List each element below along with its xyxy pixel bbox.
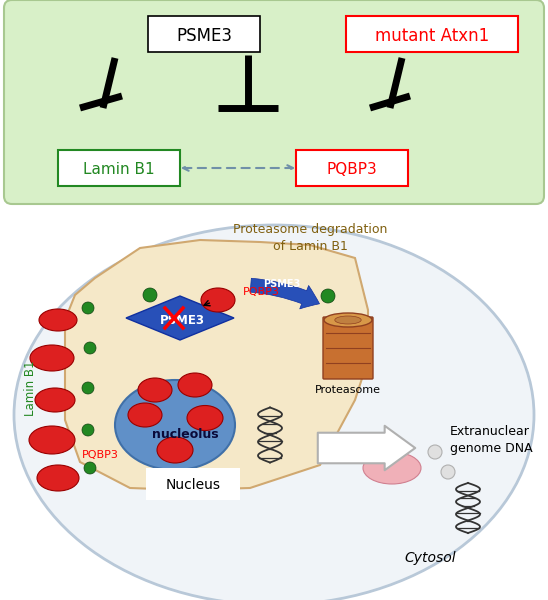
Circle shape bbox=[428, 445, 442, 459]
Ellipse shape bbox=[39, 309, 77, 331]
Ellipse shape bbox=[35, 388, 75, 412]
FancyBboxPatch shape bbox=[346, 16, 518, 52]
Text: Proteasome degradation
of Lamin B1: Proteasome degradation of Lamin B1 bbox=[233, 223, 387, 253]
Ellipse shape bbox=[30, 345, 74, 371]
Polygon shape bbox=[126, 296, 234, 340]
Circle shape bbox=[82, 424, 94, 436]
Text: PQBP3: PQBP3 bbox=[243, 287, 280, 297]
Ellipse shape bbox=[187, 406, 223, 431]
Circle shape bbox=[441, 465, 455, 479]
FancyArrowPatch shape bbox=[250, 278, 319, 309]
Text: PSME3: PSME3 bbox=[264, 279, 301, 289]
Circle shape bbox=[321, 289, 335, 303]
FancyBboxPatch shape bbox=[58, 150, 180, 186]
Ellipse shape bbox=[37, 465, 79, 491]
Ellipse shape bbox=[178, 373, 212, 397]
FancyBboxPatch shape bbox=[323, 317, 373, 379]
Text: Lamin B1: Lamin B1 bbox=[24, 360, 37, 416]
FancyBboxPatch shape bbox=[296, 150, 408, 186]
Text: PSME3: PSME3 bbox=[176, 27, 232, 45]
Ellipse shape bbox=[157, 437, 193, 463]
Text: PSME3: PSME3 bbox=[159, 313, 204, 326]
Circle shape bbox=[84, 342, 96, 354]
FancyBboxPatch shape bbox=[148, 16, 260, 52]
Text: Lamin B1: Lamin B1 bbox=[83, 161, 155, 176]
Ellipse shape bbox=[201, 288, 235, 312]
Circle shape bbox=[143, 288, 157, 302]
Ellipse shape bbox=[128, 403, 162, 427]
PathPatch shape bbox=[65, 240, 368, 490]
Text: Proteasome: Proteasome bbox=[315, 385, 381, 395]
FancyArrowPatch shape bbox=[318, 426, 415, 470]
Ellipse shape bbox=[138, 378, 172, 402]
Text: nucleolus: nucleolus bbox=[152, 428, 218, 442]
FancyBboxPatch shape bbox=[4, 0, 544, 204]
Ellipse shape bbox=[324, 313, 372, 327]
Text: PQBP3: PQBP3 bbox=[82, 450, 118, 460]
FancyBboxPatch shape bbox=[146, 468, 240, 500]
Circle shape bbox=[82, 302, 94, 314]
Circle shape bbox=[82, 382, 94, 394]
Text: Extranuclear
genome DNA: Extranuclear genome DNA bbox=[450, 425, 533, 455]
Text: PQBP3: PQBP3 bbox=[327, 161, 378, 176]
Ellipse shape bbox=[363, 452, 421, 484]
Text: mutant Atxn1: mutant Atxn1 bbox=[375, 27, 489, 45]
Text: Cytosol: Cytosol bbox=[404, 551, 456, 565]
Text: Nucleus: Nucleus bbox=[165, 478, 220, 492]
Ellipse shape bbox=[335, 316, 361, 324]
Circle shape bbox=[84, 462, 96, 474]
Ellipse shape bbox=[29, 426, 75, 454]
Ellipse shape bbox=[14, 225, 534, 600]
Ellipse shape bbox=[115, 380, 235, 470]
